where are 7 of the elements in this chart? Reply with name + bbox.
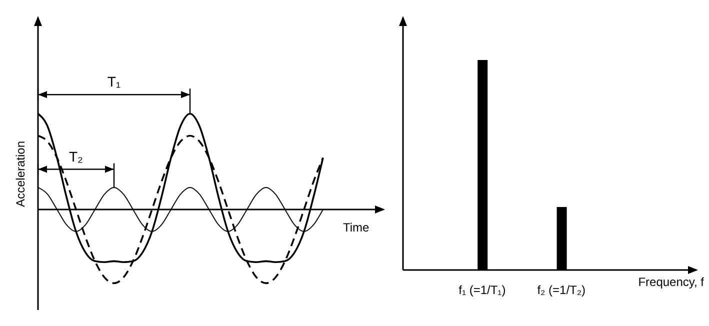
x-axis-title: Frequency, f xyxy=(638,275,705,289)
x-axis-title: Time xyxy=(343,220,370,234)
x-tick-label: f₁ (=1/T₁) xyxy=(458,283,506,297)
annotation: T₂ xyxy=(69,148,83,164)
y-axis-title: Acceleration xyxy=(13,140,28,208)
x-tick-label: f₂ (=1/T₂) xyxy=(537,283,586,297)
text: T₁ xyxy=(107,74,121,90)
